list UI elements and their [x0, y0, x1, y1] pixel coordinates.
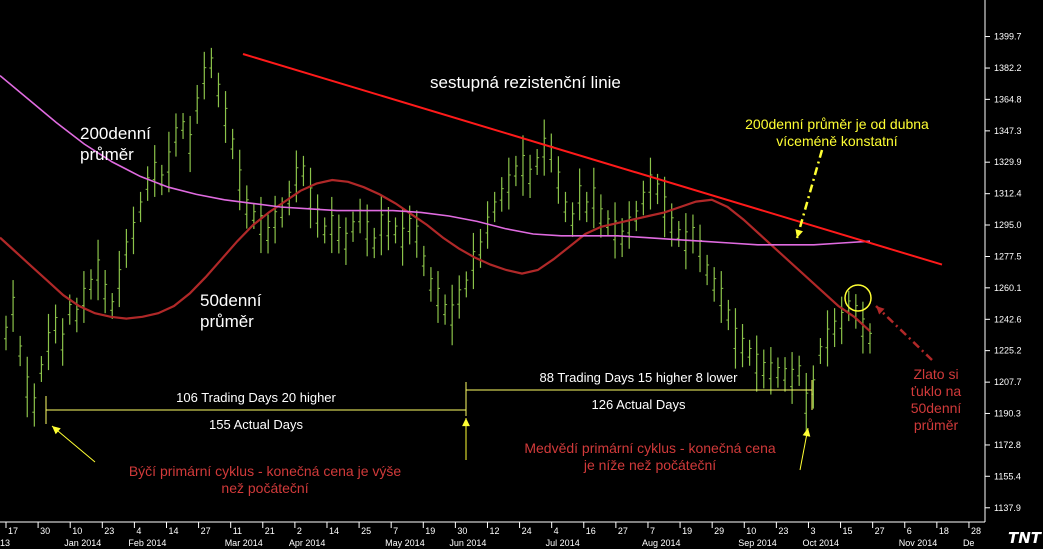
x-tick-month-label: Feb 2014: [128, 538, 166, 548]
y-tick-label: 1277.5: [994, 252, 1022, 262]
bull-cycle-arrow: [51, 425, 96, 463]
gold-touch-note: Zlato si ťuklo na 50denní průměr: [910, 366, 962, 433]
y-tick-label: 1225.2: [994, 346, 1022, 356]
resistance-line-label: sestupná rezistenční linie: [430, 73, 621, 92]
y-tick-label: 1399.7: [994, 32, 1022, 42]
x-tick-day-label: 29: [714, 526, 724, 536]
bull-cycle-bottom-label: 155 Actual Days: [209, 417, 303, 432]
x-tick-day-label: 16: [586, 526, 596, 536]
y-tick-label: 1242.6: [994, 314, 1022, 324]
y-tick-label: 1329.9: [994, 157, 1022, 167]
bull-cycle-arrow-head: [52, 426, 61, 435]
x-tick-month-label: De: [963, 538, 975, 548]
x-tick-day-label: 3: [810, 526, 815, 536]
bear-cycle-bottom-label: 126 Actual Days: [591, 397, 686, 412]
x-tick-day-label: 12: [489, 526, 499, 536]
x-tick-day-label: 11: [233, 526, 242, 536]
y-tick-label: 1260.1: [994, 283, 1022, 293]
y-tick-label: 1382.2: [994, 63, 1022, 73]
y-tick-label: 1172.8: [994, 440, 1021, 450]
x-tick-day-label: 4: [554, 526, 559, 536]
x-tick-day-label: 23: [778, 526, 788, 536]
gold-touch-arrow-head: [876, 306, 885, 315]
y-tick-label: 1137.9: [994, 503, 1021, 513]
x-tick-day-label: 28: [971, 526, 981, 536]
x-tick-day-label: 27: [875, 526, 885, 536]
x-tick-day-label: 19: [682, 526, 692, 536]
y-tick-label: 1155.4: [994, 471, 1021, 481]
x-tick-month-label: 13: [0, 538, 10, 548]
bear-cycle-top-label: 88 Trading Days 15 higher 8 lower: [539, 370, 738, 385]
bull-end-arrow-head: [462, 418, 470, 427]
x-tick-day-label: 30: [40, 526, 50, 536]
x-tick-day-label: 2: [297, 526, 302, 536]
ma50-line: [0, 178, 871, 333]
x-tick-day-label: 19: [425, 526, 435, 536]
x-tick-day-label: 23: [104, 526, 114, 536]
bear-end-arrow-head: [802, 428, 811, 437]
x-tick-day-label: 27: [618, 526, 628, 536]
x-tick-month-label: May 2014: [385, 538, 425, 548]
ma200-line: [0, 74, 871, 246]
x-tick-day-label: 7: [393, 526, 398, 536]
ma200-note-arrow: [795, 149, 824, 239]
x-tick-day-label: 7: [650, 526, 655, 536]
x-tick-month-label: Apr 2014: [289, 538, 326, 548]
x-tick-day-label: 24: [522, 526, 532, 536]
x-tick-month-label: Aug 2014: [642, 538, 681, 548]
x-tick-day-label: 10: [72, 526, 82, 536]
x-tick-day-label: 6: [907, 526, 912, 536]
bull-cycle-top-label: 106 Trading Days 20 higher: [176, 390, 336, 405]
x-tick-month-label: Jul 2014: [546, 538, 580, 548]
x-tick-day-label: 18: [939, 526, 949, 536]
x-tick-day-label: 30: [457, 526, 467, 536]
x-tick-day-label: 15: [843, 526, 853, 536]
bull-cycle-note: Býčí primární cyklus - konečná cena je v…: [128, 463, 402, 496]
ma50-touch-circle: [844, 284, 872, 312]
ma50-label: 50denní průměr: [200, 291, 262, 331]
x-tick-day-label: 17: [8, 526, 18, 536]
y-tick-label: 1207.7: [994, 377, 1022, 387]
y-tick-label: 1364.8: [994, 94, 1022, 104]
ma200-note-arrow-head: [795, 229, 803, 238]
gold-touch-arrow: [875, 305, 933, 361]
x-tick-day-label: 10: [746, 526, 756, 536]
y-tick-label: 1312.4: [994, 189, 1022, 199]
x-tick-month-label: Jun 2014: [449, 538, 486, 548]
ma200-note: 200denní průměr je od dubna víceméně kon…: [745, 116, 929, 149]
x-tick-day-label: 27: [201, 526, 211, 536]
x-tick-month-label: Oct 2014: [802, 538, 839, 548]
x-tick-day-label: 4: [136, 526, 141, 536]
x-tick-day-label: 21: [265, 526, 275, 536]
resistance-line: [242, 53, 943, 266]
x-tick-month-label: Mar 2014: [225, 538, 263, 548]
x-tick-month-label: Sep 2014: [738, 538, 777, 548]
y-tick-label: 1295.0: [994, 220, 1022, 230]
tnt-logo: TNT: [1007, 529, 1041, 547]
x-tick-day-label: 25: [361, 526, 371, 536]
x-tick-day-label: 14: [168, 526, 178, 536]
x-tick-month-label: Nov 2014: [899, 538, 938, 548]
ma200-label: 200denní průměr: [80, 124, 151, 164]
y-tick-label: 1347.3: [994, 126, 1022, 136]
x-tick-day-label: 14: [329, 526, 339, 536]
bear-cycle-note: Medvědí primární cyklus - konečná cena j…: [524, 440, 776, 473]
y-tick-label: 1190.3: [994, 408, 1021, 418]
x-tick-month-label: Jan 2014: [64, 538, 101, 548]
